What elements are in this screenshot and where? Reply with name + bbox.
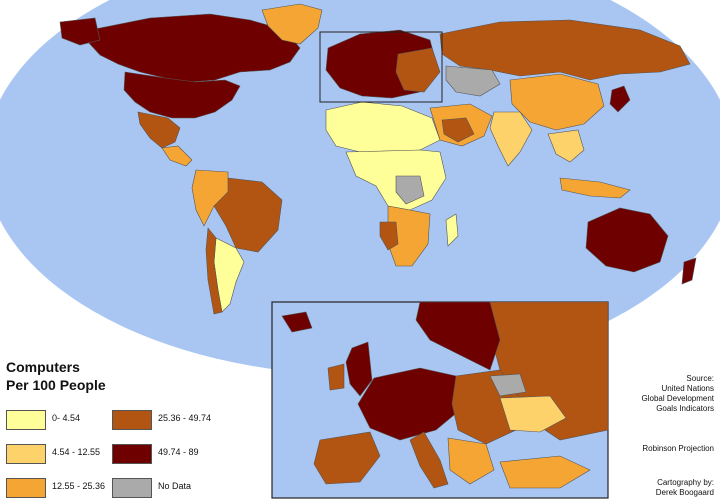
region-se-asia <box>547 129 585 163</box>
region-drc <box>395 175 425 205</box>
inset-ukraine <box>499 395 567 433</box>
source-line1: Source: <box>686 374 714 383</box>
region-madagascar <box>445 213 459 247</box>
credit-line2: Derek Boogaard <box>655 488 714 497</box>
region-new-zealand <box>681 257 697 285</box>
region-nw-south-america <box>191 169 229 227</box>
projection-label: Robinson Projection <box>642 444 714 453</box>
legend-label: No Data <box>158 481 192 491</box>
region-india <box>489 111 533 167</box>
credit-line1: Cartography by: <box>657 478 714 487</box>
legend-label: 25.36 - 49.74 <box>158 413 212 423</box>
region-indonesia <box>559 177 631 199</box>
credit-note: Cartography by: Derek Boogaard <box>656 478 714 498</box>
legend-swatch <box>6 410 46 430</box>
legend-label: 12.55 - 25.36 <box>52 481 106 491</box>
legend-swatch <box>112 410 152 430</box>
inset-scandinavia <box>415 301 501 371</box>
legend-swatch <box>6 478 46 498</box>
legend-title-line2: Per 100 People <box>6 377 106 393</box>
region-alaska <box>59 17 101 46</box>
legend-swatch <box>112 444 152 464</box>
region-central-asia <box>445 65 501 97</box>
region-canada <box>87 13 301 83</box>
inset-ireland <box>327 363 345 391</box>
region-japan <box>609 85 631 113</box>
region-mexico <box>137 111 181 149</box>
region-eastern-europe <box>395 47 441 93</box>
region-saudi <box>441 117 475 143</box>
region-russia <box>439 19 691 81</box>
inset-italy <box>409 431 449 489</box>
legend-title: Computers Per 100 People <box>6 358 106 394</box>
legend-swatch <box>112 478 152 498</box>
region-australia <box>585 207 669 273</box>
inset-western-europe <box>357 367 461 441</box>
source-line3: Global Development <box>641 394 714 403</box>
legend-label: 49.74 - 89 <box>158 447 199 457</box>
source-line4: Goals Indicators <box>656 404 714 413</box>
inset-uk <box>345 341 373 397</box>
region-greenland <box>261 3 323 45</box>
legend-label: 0- 4.54 <box>52 413 81 423</box>
projection-note: Robinson Projection <box>642 444 714 454</box>
legend-label: 4.54 - 12.55 <box>52 447 101 457</box>
inset-frame-outline <box>319 31 443 103</box>
region-usa <box>123 71 241 119</box>
region-namibia <box>379 221 399 251</box>
inset-belarus <box>489 373 527 397</box>
legend-title-line1: Computers <box>6 359 80 375</box>
region-china <box>509 73 605 131</box>
source-note: Source: United Nations Global Developmen… <box>642 374 714 414</box>
inset-iberia <box>313 431 381 485</box>
source-line2: United Nations <box>661 384 714 393</box>
inset-iceland <box>281 311 313 333</box>
region-brazil <box>213 177 283 253</box>
inset-turkey <box>499 455 591 489</box>
region-central-america <box>161 145 193 167</box>
region-chile <box>205 227 223 315</box>
legend-swatch <box>6 444 46 464</box>
inset-balkans <box>447 437 495 485</box>
